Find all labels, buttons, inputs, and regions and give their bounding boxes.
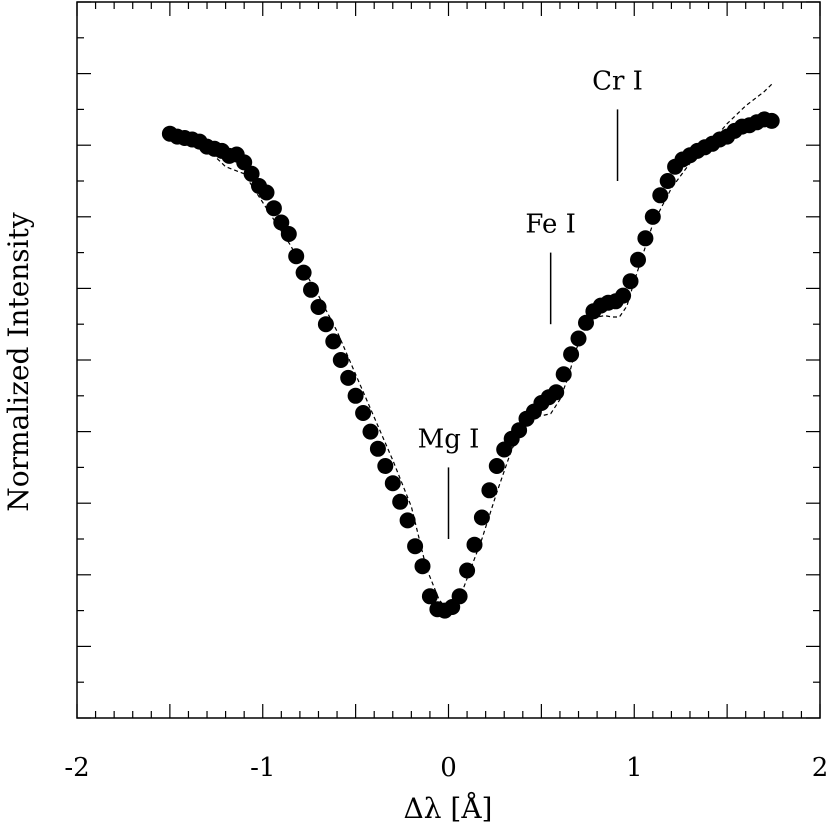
data-point <box>243 165 260 182</box>
line-annotations: Mg I Fe I Cr I <box>418 66 643 539</box>
data-point <box>407 538 424 555</box>
data-point <box>630 251 646 268</box>
x-tick-label: -2 <box>64 753 89 783</box>
annotation-label: Mg I <box>418 424 480 454</box>
x-tick-labels: -2 -1 0 1 2 <box>64 753 828 783</box>
data-point <box>310 299 327 315</box>
data-point <box>280 226 297 242</box>
data-point <box>340 369 357 386</box>
data-point <box>236 154 253 171</box>
axis-ticks <box>76 1 821 719</box>
data-point <box>615 287 632 304</box>
data-point <box>347 387 364 404</box>
observed-spectrum-points <box>161 111 780 619</box>
data-point <box>451 588 468 605</box>
data-point <box>763 112 780 129</box>
data-point <box>362 423 379 440</box>
data-point <box>377 458 394 474</box>
x-tick-label: 2 <box>812 753 829 783</box>
y-axis-label: Normalized Intensity <box>2 212 35 512</box>
data-point <box>399 512 416 529</box>
data-point <box>303 281 319 298</box>
data-point <box>548 384 565 401</box>
data-point <box>511 422 528 439</box>
data-point <box>570 330 587 347</box>
data-point <box>414 558 431 575</box>
data-point <box>421 588 438 605</box>
data-point <box>622 273 639 290</box>
x-tick-label: -1 <box>250 753 275 783</box>
data-point <box>265 200 282 217</box>
data-point <box>317 316 334 333</box>
data-point <box>384 475 401 492</box>
data-point <box>325 333 342 350</box>
x-axis-label: Δλ [Å] <box>404 792 493 825</box>
x-tick-label: 0 <box>440 753 457 783</box>
data-point <box>288 248 305 265</box>
data-point <box>644 208 661 225</box>
annotation-label: Fe I <box>525 210 576 240</box>
data-point <box>295 264 312 281</box>
data-point <box>652 187 669 204</box>
x-tick-label: 1 <box>626 753 643 783</box>
data-point <box>466 536 483 553</box>
data-point <box>637 230 654 247</box>
data-point <box>355 405 372 421</box>
data-point <box>488 458 505 474</box>
data-point <box>369 440 386 457</box>
data-point <box>273 214 290 231</box>
data-point <box>473 509 490 526</box>
data-point <box>555 366 572 383</box>
data-point <box>481 482 498 499</box>
data-point <box>392 493 409 510</box>
data-point <box>563 346 580 363</box>
data-point <box>659 173 676 189</box>
data-point <box>258 184 275 201</box>
annotation-label: Cr I <box>592 66 643 96</box>
data-point <box>459 562 476 579</box>
data-point <box>332 352 349 368</box>
data-point <box>578 314 594 331</box>
